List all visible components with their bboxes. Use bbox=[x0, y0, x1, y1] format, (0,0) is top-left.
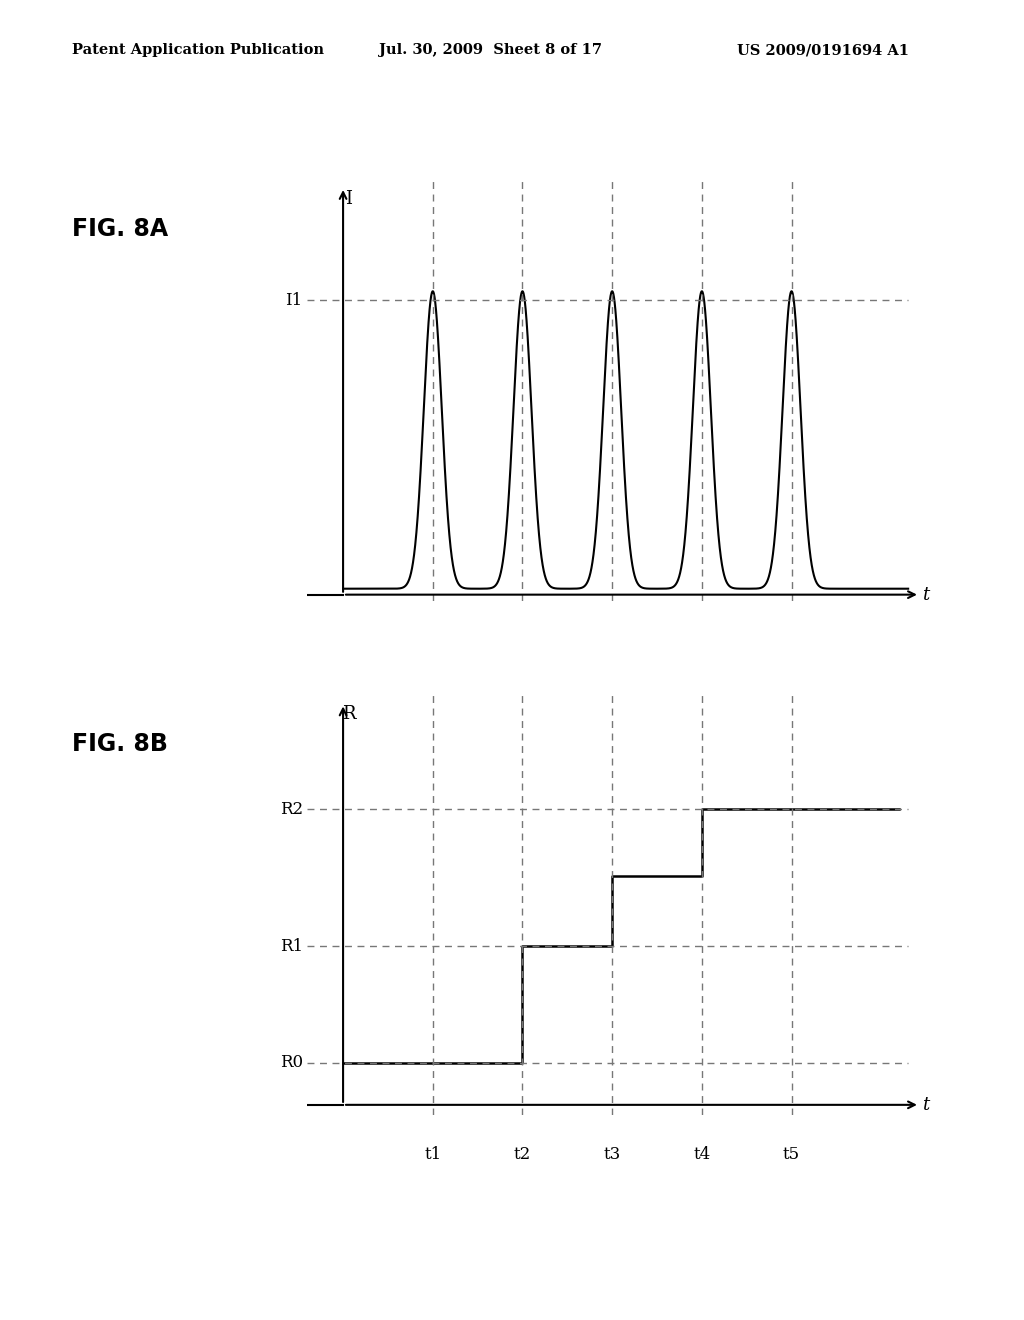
Text: Patent Application Publication: Patent Application Publication bbox=[72, 44, 324, 57]
Text: I1: I1 bbox=[286, 292, 303, 309]
Text: R1: R1 bbox=[280, 939, 303, 954]
Text: t2: t2 bbox=[514, 1146, 531, 1163]
Text: FIG. 8B: FIG. 8B bbox=[72, 731, 168, 755]
Text: t5: t5 bbox=[783, 1146, 800, 1163]
Text: FIG. 8A: FIG. 8A bbox=[72, 216, 168, 240]
Text: t1: t1 bbox=[424, 1146, 441, 1163]
Text: t4: t4 bbox=[693, 1146, 711, 1163]
Text: t: t bbox=[922, 586, 929, 603]
Text: t3: t3 bbox=[603, 1146, 621, 1163]
Text: R0: R0 bbox=[280, 1055, 303, 1071]
Text: US 2009/0191694 A1: US 2009/0191694 A1 bbox=[737, 44, 909, 57]
Text: I: I bbox=[345, 190, 352, 209]
Text: R: R bbox=[342, 705, 355, 723]
Text: t: t bbox=[922, 1096, 929, 1114]
Text: Jul. 30, 2009  Sheet 8 of 17: Jul. 30, 2009 Sheet 8 of 17 bbox=[379, 44, 602, 57]
Text: R2: R2 bbox=[280, 801, 303, 817]
